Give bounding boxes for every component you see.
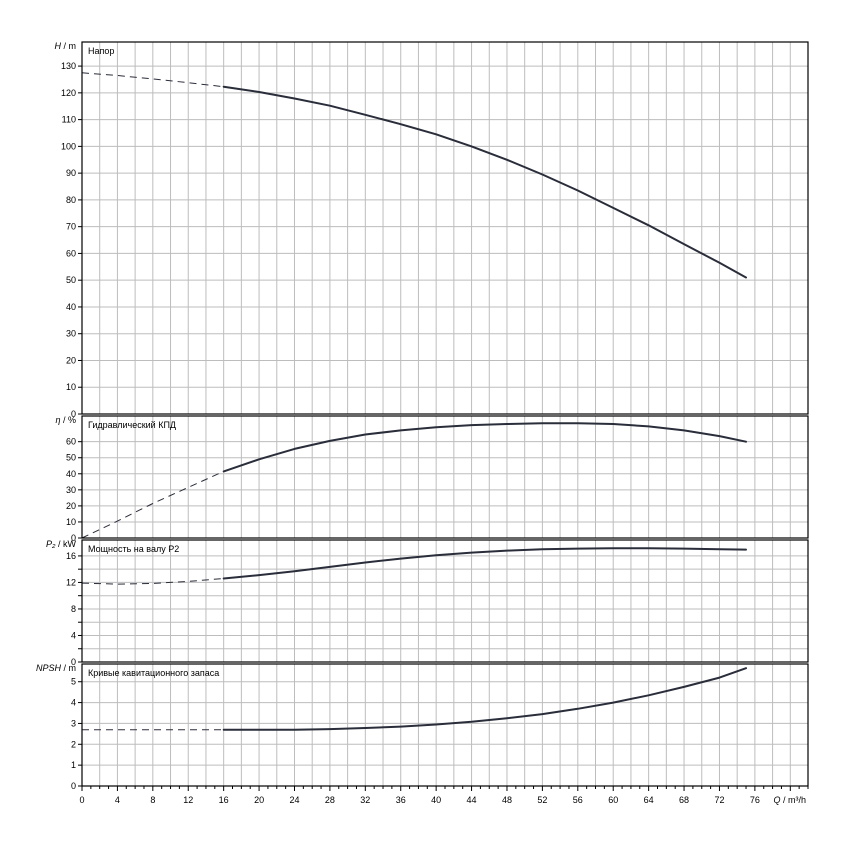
y-tick-label: 60 [66,248,76,258]
x-tick-label: 24 [289,795,299,805]
x-tick-label: 64 [644,795,654,805]
y-tick-label: 5 [71,677,76,687]
x-tick-label: 12 [183,795,193,805]
y-axis-separator: / [61,663,69,673]
x-tick-label: 60 [608,795,618,805]
y-tick-label: 1 [71,760,76,770]
x-tick-label: 52 [537,795,547,805]
x-tick-label: 44 [467,795,477,805]
curve-dashed-extrapolation [81,470,224,539]
y-tick-label: 30 [66,485,76,495]
y-tick-label: 60 [66,437,76,447]
y-tick-label: 12 [66,577,76,587]
x-tick-label: 48 [502,795,512,805]
y-tick-label: 40 [66,469,76,479]
x-tick-label: 32 [360,795,370,805]
y-tick-label: 110 [62,115,76,125]
y-axis-symbol: H [54,41,61,51]
x-axis-separator: / [780,795,788,805]
curve-operating-range [222,85,747,279]
panel-title: Напор [88,46,114,56]
x-tick-label: 0 [79,795,84,805]
y-tick-label: 120 [61,88,76,98]
curve-operating-range [222,667,747,731]
x-tick-label: 72 [714,795,724,805]
x-tick-label: 8 [150,795,155,805]
y-tick-label: 0 [71,781,76,791]
y-tick-label: 0 [71,657,76,667]
y-tick-label: 4 [71,630,76,640]
x-tick-label: 16 [219,795,229,805]
y-axis-label: P₂ / kW [46,539,76,549]
y-axis-symbol: P₂ [46,539,56,549]
y-tick-label: 8 [71,604,76,614]
y-tick-label: 0 [71,409,76,419]
y-tick-label: 90 [66,168,76,178]
y-tick-label: 80 [66,195,76,205]
x-tick-label: 56 [573,795,583,805]
y-axis-separator: / [61,41,69,51]
x-axis-symbol: Q [773,795,780,805]
x-tick-label: 28 [325,795,335,805]
y-tick-label: 40 [66,302,76,312]
y-axis-separator: / [55,539,63,549]
y-tick-label: 30 [66,329,76,339]
y-tick-label: 50 [66,275,76,285]
y-tick-label: 10 [66,382,76,392]
y-tick-label: 70 [66,222,76,232]
y-axis-label: η / % [55,415,76,425]
y-axis-unit: kW [63,539,77,549]
panel-frame [81,539,809,663]
y-tick-label: 130 [61,61,76,71]
y-tick-label: 10 [66,517,76,527]
y-tick-label: 16 [66,551,76,561]
y-tick-label: 50 [66,453,76,463]
x-tick-label: 36 [396,795,406,805]
y-tick-label: 0 [71,533,76,543]
panel-frame [81,415,809,539]
y-tick-label: 100 [61,141,76,151]
panel-title: Мощность на валу P2 [88,544,179,554]
panel-title: Кривые кавитационного запаса [88,668,219,678]
x-axis-label: Q / m³/h [773,795,806,805]
y-tick-label: 2 [71,739,76,749]
y-tick-label: 4 [71,698,76,708]
y-axis-symbol: η [55,415,60,425]
x-tick-label: 40 [431,795,441,805]
y-axis-label: H / m [54,41,76,51]
y-axis-label: NPSH / m [36,663,76,673]
x-axis-unit: m³/h [788,795,806,805]
x-tick-label: 20 [254,795,264,805]
curve-operating-range [222,422,747,473]
y-tick-label: 20 [66,355,76,365]
y-axis-separator: / [60,415,68,425]
y-axis-unit: % [68,415,76,425]
curve-operating-range [222,547,747,580]
x-tick-label: 4 [115,795,120,805]
y-axis-unit: m [69,663,77,673]
y-tick-label: 20 [66,501,76,511]
y-tick-label: 3 [71,718,76,728]
y-axis-symbol: NPSH [36,663,62,673]
y-axis-unit: m [69,41,77,51]
x-tick-label: 68 [679,795,689,805]
panel-frame [81,41,809,415]
x-tick-label: 76 [750,795,760,805]
panel-title: Гидравлический КПД [88,420,176,430]
